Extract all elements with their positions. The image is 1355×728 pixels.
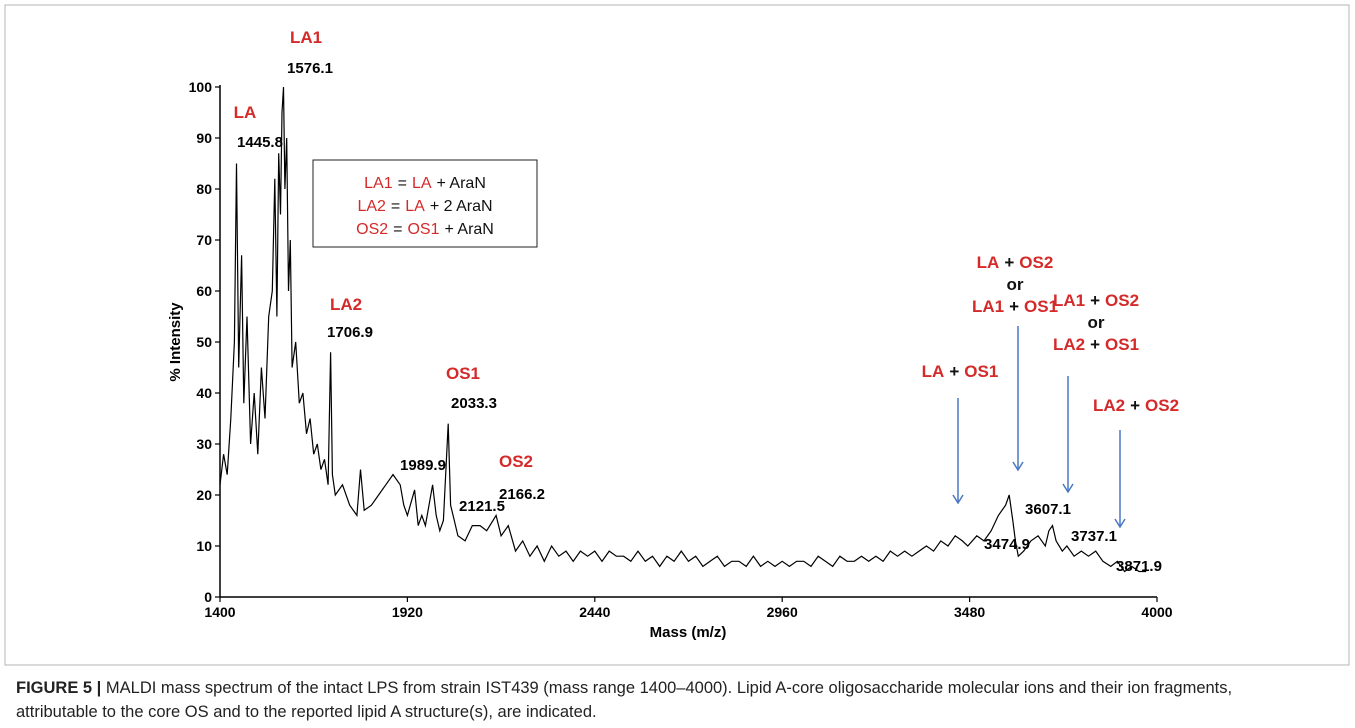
- arrow-head: [1012, 461, 1024, 472]
- label-part: +: [949, 362, 959, 381]
- ion-label: LA1 + OS2: [1053, 291, 1139, 310]
- label-part: LA2: [1053, 335, 1085, 354]
- label-part: LA2: [330, 295, 362, 314]
- y-tick-label: 10: [196, 538, 212, 554]
- label-part: OS1: [446, 364, 480, 383]
- label-part: LA1: [290, 28, 322, 47]
- peak-label: 3607.1: [1025, 501, 1071, 518]
- y-tick-label: 50: [196, 334, 212, 350]
- label-part: +: [1004, 253, 1014, 272]
- label-part: +: [1130, 396, 1140, 415]
- x-tick-label: 3480: [954, 604, 985, 620]
- figure: % Intensity Mass (m/z) 0 10 20 30 40 50 60 70 80…: [4, 4, 1350, 666]
- peak-label: 1706.9: [327, 324, 373, 341]
- label-part: OS2: [1019, 253, 1053, 272]
- label-part: LA1: [972, 297, 1004, 316]
- label-part: LA: [412, 175, 432, 192]
- peak-label: 2033.3: [451, 395, 497, 412]
- label-part: OS2: [499, 452, 533, 471]
- y-tick-label: 90: [196, 130, 212, 146]
- label-part: OS2: [1145, 396, 1179, 415]
- ion-label: LA2: [330, 295, 362, 314]
- label-part: LA: [977, 253, 1000, 272]
- label-part: +: [1090, 335, 1100, 354]
- legend-line: OS2 = OS1 + AraN: [356, 221, 494, 238]
- y-tick-label: 60: [196, 283, 212, 299]
- x-tick-label: 2440: [579, 604, 610, 620]
- label-part: OS2: [356, 221, 388, 238]
- legend-line: LA1 = LA + AraN: [364, 175, 486, 192]
- figure-frame: [4, 4, 1350, 666]
- peak-label: 1445.8: [237, 134, 283, 151]
- label-part: OS1: [1024, 297, 1058, 316]
- ion-label: LA1 + OS1: [972, 297, 1058, 316]
- label-part: or: [1088, 313, 1105, 332]
- label-part: +: [1090, 291, 1100, 310]
- peak-label: 1576.1: [287, 60, 333, 77]
- label-part: OS1: [407, 221, 439, 238]
- label-part: OS1: [1105, 335, 1139, 354]
- y-tick-label: 0: [204, 589, 212, 605]
- caption-text: MALDI mass spectrum of the intact LPS fr…: [16, 679, 1233, 721]
- y-axis-label: % Intensity: [167, 302, 184, 382]
- ion-label: LA1: [290, 28, 322, 47]
- label-part: +: [1009, 297, 1019, 316]
- label-part: + AraN: [445, 221, 494, 238]
- label-part: LA: [234, 103, 257, 122]
- label-part: + 2 AraN: [430, 198, 493, 215]
- x-tick-label: 1920: [392, 604, 423, 620]
- arrow-head: [1062, 483, 1074, 494]
- label-part: =: [393, 221, 402, 238]
- ion-label: LA2 + OS1: [1053, 335, 1139, 354]
- peak-label: 2121.5: [459, 498, 505, 515]
- x-tick-label: 4000: [1141, 604, 1172, 620]
- spectrum-line: [219, 86, 1147, 573]
- ion-label: LA: [234, 103, 257, 122]
- label-part: + AraN: [437, 175, 486, 192]
- y-tick-label: 30: [196, 436, 212, 452]
- label-part: LA1: [1053, 291, 1085, 310]
- peak-label: 3737.1: [1071, 528, 1117, 545]
- legend-box: [312, 159, 538, 248]
- label-part: =: [398, 175, 407, 192]
- peak-label: 3474.9: [984, 536, 1030, 553]
- y-tick-label: 70: [196, 232, 212, 248]
- peak-label: 1989.9: [400, 457, 446, 474]
- label-part: OS1: [964, 362, 998, 381]
- y-tick-label: 20: [196, 487, 212, 503]
- peak-label: 3871.9: [1116, 558, 1162, 575]
- ion-label: OS2: [499, 452, 533, 471]
- ion-label: OS1: [446, 364, 480, 383]
- x-tick-label: 1400: [204, 604, 235, 620]
- peak-label: 2166.2: [499, 486, 545, 503]
- x-axis-label: Mass (m/z): [650, 624, 727, 641]
- label-part: LA2: [357, 198, 386, 215]
- label-part: =: [391, 198, 400, 215]
- label-part: OS2: [1105, 291, 1139, 310]
- y-tick-label: 80: [196, 181, 212, 197]
- arrow-head: [1114, 518, 1126, 529]
- caption-label: FIGURE 5 |: [16, 679, 102, 697]
- ion-label: LA + OS1: [922, 362, 999, 381]
- label-part: LA: [922, 362, 945, 381]
- y-tick-label: 40: [196, 385, 212, 401]
- ion-label: LA2 + OS2: [1093, 396, 1179, 415]
- y-tick-label: 100: [189, 79, 213, 95]
- label-part: LA1: [364, 175, 393, 192]
- caption: FIGURE 5 | MALDI mass spectrum of the in…: [16, 676, 1316, 724]
- label-part: LA: [405, 198, 425, 215]
- label-part: LA2: [1093, 396, 1125, 415]
- legend-line: LA2 = LA + 2 AraN: [357, 198, 492, 215]
- ion-label: LA + OS2: [977, 253, 1054, 272]
- ion-label: or: [1088, 313, 1105, 332]
- x-tick-label: 2960: [767, 604, 798, 620]
- arrow-head: [952, 494, 964, 505]
- ion-label: or: [1007, 275, 1024, 294]
- label-part: or: [1007, 275, 1024, 294]
